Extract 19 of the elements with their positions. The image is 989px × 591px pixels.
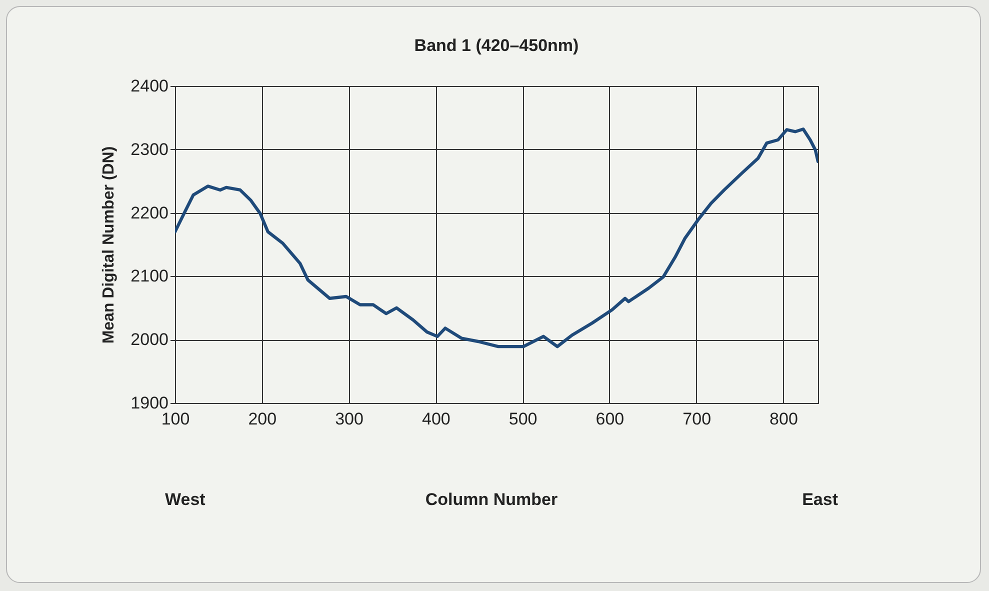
text: East — [802, 490, 838, 509]
x-tick-label: 500 — [508, 410, 538, 428]
y-axis-title: Mean Digital Number (DN) — [100, 146, 118, 344]
y-tick-label: 2000 — [130, 330, 168, 350]
y-tick-label: 2200 — [130, 203, 168, 222]
x-tick-label: 100 — [161, 410, 190, 428]
x-tick-label: 800 — [770, 410, 798, 428]
y-tick-label: 2100 — [130, 266, 168, 286]
y-tick-label: 2400 — [130, 76, 168, 96]
x-tick-label: 300 — [335, 410, 364, 428]
x-tick-label: 400 — [422, 410, 450, 428]
chart-title: Band 1 (420–450nm) — [414, 36, 579, 55]
x-tick-label: 700 — [682, 410, 712, 428]
y-tick-label: 1900 — [130, 394, 168, 412]
x-tick-label: 200 — [248, 410, 277, 428]
x-axis-title: Column Number — [425, 490, 558, 509]
text: West — [165, 490, 206, 509]
x-tick-label: 600 — [596, 410, 624, 428]
y-tick-label: 2300 — [130, 140, 168, 159]
